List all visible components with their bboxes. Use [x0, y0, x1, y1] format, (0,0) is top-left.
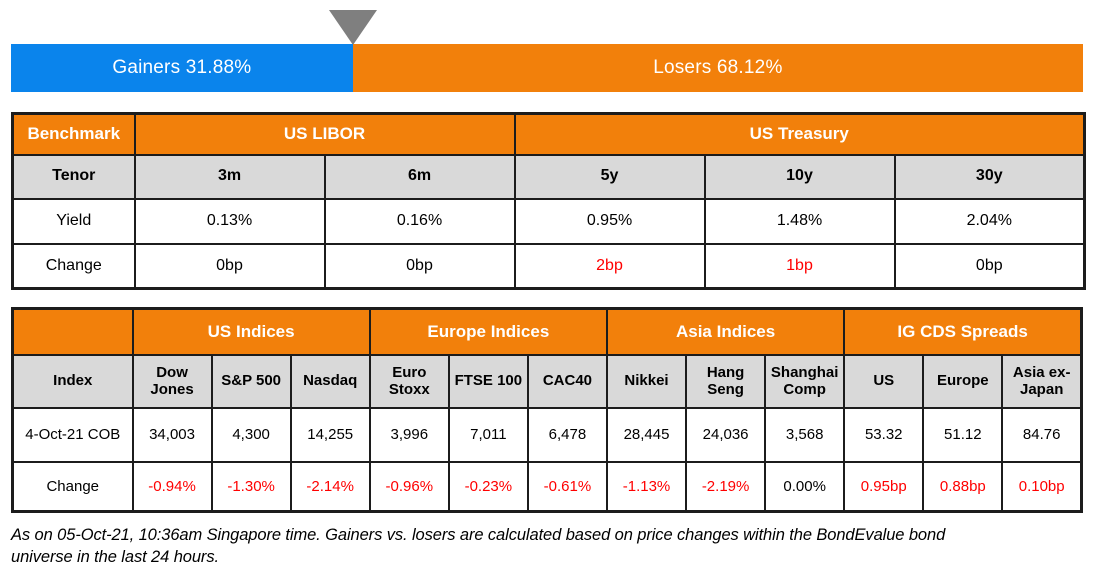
change-value: 0.00%	[764, 460, 846, 513]
gainers-segment: Gainers 31.88%	[11, 44, 353, 92]
change-value: 0.88bp	[922, 460, 1004, 513]
benchmark-group-header-row: Benchmark US LIBOR US Treasury	[11, 112, 1086, 156]
losers-segment: Losers 68.12%	[352, 44, 1083, 92]
change-row-label: Change	[11, 460, 134, 513]
us-treasury-group-header: US Treasury	[513, 112, 1086, 156]
close-value: 28,445	[605, 406, 688, 463]
tenor-header: 30y	[893, 153, 1086, 200]
tenor-header: 3m	[133, 153, 326, 200]
index-column-header: US	[843, 353, 925, 409]
change-value: -0.94%	[131, 460, 213, 513]
benchmark-table: Benchmark US LIBOR US Treasury Tenor 3m …	[11, 112, 1087, 290]
europe-indices-group-header: Europe Indices	[368, 307, 608, 356]
index-column-header: Asia ex-Japan	[1001, 353, 1083, 409]
index-column-header: Hang Seng	[685, 353, 767, 409]
benchmark-change-row: Change 0bp 0bp 2bp 1bp 0bp	[11, 242, 1086, 290]
change-value: -1.30%	[210, 460, 292, 513]
index-column-header: S&P 500	[210, 353, 292, 409]
change-value: -1.13%	[605, 460, 688, 513]
us-libor-group-header: US LIBOR	[133, 112, 516, 156]
change-value: -2.14%	[289, 460, 371, 513]
close-value: 3,996	[368, 406, 450, 463]
close-value: 3,568	[764, 406, 846, 463]
index-column-header: Europe	[922, 353, 1004, 409]
close-value: 51.12	[922, 406, 1004, 463]
change-value: 0bp	[893, 242, 1086, 290]
close-value: 6,478	[526, 406, 608, 463]
index-column-header: Dow Jones	[131, 353, 213, 409]
indices-table: US Indices Europe Indices Asia Indices I…	[11, 307, 1083, 513]
change-value: -0.61%	[526, 460, 608, 513]
index-column-header: Euro Stoxx	[368, 353, 450, 409]
index-header-row: Index Dow Jones S&P 500 Nasdaq Euro Stox…	[11, 353, 1083, 409]
indices-change-row: Change -0.94% -1.30% -2.14% -0.96% -0.23…	[11, 460, 1083, 513]
indices-group-header-row: US Indices Europe Indices Asia Indices I…	[11, 307, 1083, 356]
index-column-header: Shanghai Comp	[764, 353, 846, 409]
yield-value: 2.04%	[893, 197, 1086, 245]
benchmark-corner-header: Benchmark	[11, 112, 136, 156]
yield-row: Yield 0.13% 0.16% 0.95% 1.48% 2.04%	[11, 197, 1086, 245]
index-column-header: Nasdaq	[289, 353, 371, 409]
close-value: 7,011	[447, 406, 529, 463]
us-indices-group-header: US Indices	[131, 307, 371, 356]
change-value: 1bp	[703, 242, 896, 290]
index-column-header: CAC40	[526, 353, 608, 409]
gainers-label: Gainers 31.88%	[112, 57, 252, 78]
change-value: -0.96%	[368, 460, 450, 513]
tenor-header: 5y	[513, 153, 706, 200]
gainers-losers-bar: Gainers 31.88% Losers 68.12%	[11, 44, 1083, 92]
close-value: 53.32	[843, 406, 925, 463]
asia-indices-group-header: Asia Indices	[605, 307, 846, 356]
change-value: -2.19%	[685, 460, 767, 513]
indices-corner-blank	[11, 307, 134, 356]
index-column-header: FTSE 100	[447, 353, 529, 409]
down-triangle-icon	[328, 10, 377, 45]
yield-row-label: Yield	[11, 197, 136, 245]
change-value: 0.95bp	[843, 460, 925, 513]
yield-value: 0.95%	[513, 197, 706, 245]
ig-cds-spreads-group-header: IG CDS Spreads	[843, 307, 1083, 356]
footnote-line2: universe in the last 24 hours.	[11, 548, 219, 567]
change-value: 0bp	[323, 242, 516, 290]
index-column-header: Nikkei	[605, 353, 688, 409]
tenor-header: 10y	[703, 153, 896, 200]
tenor-header-row: Tenor 3m 6m 5y 10y 30y	[11, 153, 1086, 200]
change-value: 2bp	[513, 242, 706, 290]
index-corner-header: Index	[11, 353, 134, 409]
tenor-row-label: Tenor	[11, 153, 136, 200]
change-value: 0.10bp	[1001, 460, 1083, 513]
close-value: 4,300	[210, 406, 292, 463]
close-value: 84.76	[1001, 406, 1083, 463]
yield-value: 0.16%	[323, 197, 516, 245]
close-value: 34,003	[131, 406, 213, 463]
cob-row-label: 4-Oct-21 COB	[11, 406, 134, 463]
yield-value: 0.13%	[133, 197, 326, 245]
losers-label: Losers 68.12%	[653, 57, 783, 78]
change-row-label: Change	[11, 242, 136, 290]
change-value: 0bp	[133, 242, 326, 290]
footnote: As on 05-Oct-21, 10:36am Singapore time.…	[11, 524, 1087, 569]
change-value: -0.23%	[447, 460, 529, 513]
close-value: 14,255	[289, 406, 371, 463]
yield-value: 1.48%	[703, 197, 896, 245]
cob-row: 4-Oct-21 COB 34,003 4,300 14,255 3,996 7…	[11, 406, 1083, 463]
close-value: 24,036	[685, 406, 767, 463]
tenor-header: 6m	[323, 153, 516, 200]
footnote-line1: As on 05-Oct-21, 10:36am Singapore time.…	[11, 526, 946, 544]
